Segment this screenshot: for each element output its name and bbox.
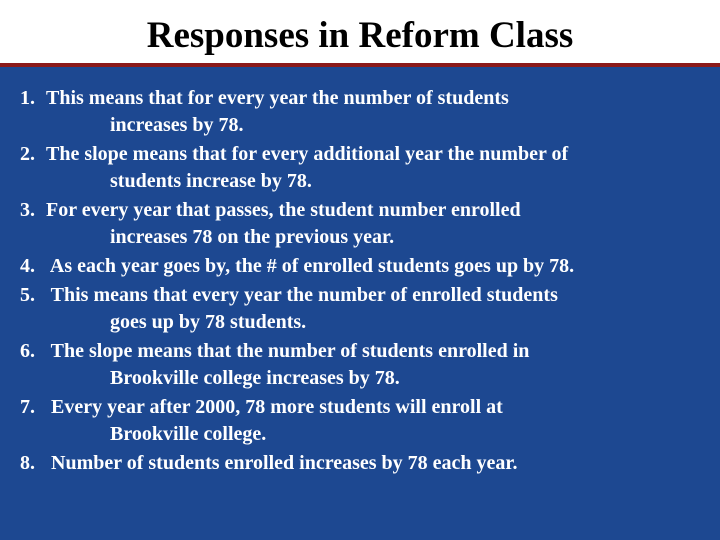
list-item: 1.This means that for every year the num… [20, 85, 700, 139]
list-item: 6. The slope means that the number of st… [20, 338, 700, 392]
item-text: The slope means that for every additiona… [46, 143, 568, 165]
body-area: 1.This means that for every year the num… [0, 67, 720, 499]
slide: Responses in Reform Class 1.This means t… [0, 0, 720, 540]
item-number: 7. [20, 394, 46, 421]
item-text: This means that for every year the numbe… [46, 87, 509, 109]
item-continuation: increases 78 on the previous year. [20, 224, 700, 251]
list-item: 3.For every year that passes, the studen… [20, 197, 700, 251]
item-continuation: Brookville college. [20, 421, 700, 448]
list-item: 7. Every year after 2000, 78 more studen… [20, 394, 700, 448]
item-text: Number of students enrolled increases by… [46, 452, 517, 474]
item-continuation: Brookville college increases by 78. [20, 365, 700, 392]
item-number: 6. [20, 338, 46, 365]
item-number: 8. [20, 450, 46, 477]
item-text: The slope means that the number of stude… [46, 340, 529, 362]
item-continuation: goes up by 78 students. [20, 309, 700, 336]
item-text: This means that every year the number of… [46, 284, 558, 306]
item-text: As each year goes by, the # of enrolled … [46, 255, 574, 277]
list-item: 2.The slope means that for every additio… [20, 141, 700, 195]
item-number: 3. [20, 197, 46, 224]
item-number: 4. [20, 253, 46, 280]
item-text: For every year that passes, the student … [46, 199, 521, 221]
item-text: Every year after 2000, 78 more students … [46, 396, 503, 418]
item-number: 5. [20, 282, 46, 309]
item-number: 2. [20, 141, 46, 168]
item-number: 1. [20, 85, 46, 112]
list-item: 8. Number of students enrolled increases… [20, 450, 700, 477]
item-continuation: students increase by 78. [20, 168, 700, 195]
slide-title: Responses in Reform Class [0, 14, 720, 57]
item-continuation: increases by 78. [20, 112, 700, 139]
title-area: Responses in Reform Class [0, 0, 720, 67]
list-item: 5. This means that every year the number… [20, 282, 700, 336]
list-item: 4. As each year goes by, the # of enroll… [20, 253, 700, 280]
